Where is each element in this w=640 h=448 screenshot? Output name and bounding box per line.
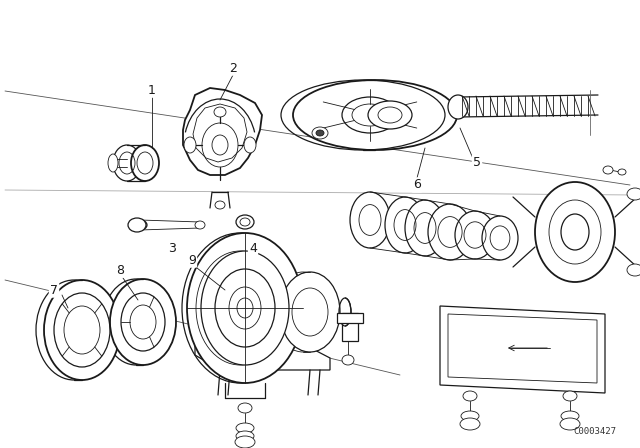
Ellipse shape xyxy=(603,166,613,174)
Text: 9: 9 xyxy=(188,254,196,267)
Text: 2: 2 xyxy=(229,61,237,74)
Ellipse shape xyxy=(463,391,477,401)
Ellipse shape xyxy=(131,145,159,181)
Text: 8: 8 xyxy=(116,263,124,276)
Ellipse shape xyxy=(244,137,256,153)
Ellipse shape xyxy=(280,272,340,352)
Ellipse shape xyxy=(195,221,205,229)
Ellipse shape xyxy=(201,251,289,365)
Ellipse shape xyxy=(184,137,196,153)
Ellipse shape xyxy=(560,418,580,430)
Text: 3: 3 xyxy=(168,241,176,254)
Text: 1: 1 xyxy=(148,83,156,96)
Ellipse shape xyxy=(563,391,577,401)
Text: 5: 5 xyxy=(473,155,481,168)
Ellipse shape xyxy=(236,431,254,441)
Ellipse shape xyxy=(312,127,328,139)
Ellipse shape xyxy=(350,192,390,248)
Text: 6: 6 xyxy=(413,178,421,191)
Ellipse shape xyxy=(187,233,303,383)
Bar xyxy=(337,313,363,323)
Ellipse shape xyxy=(214,107,226,117)
Polygon shape xyxy=(195,345,330,370)
Ellipse shape xyxy=(128,218,146,232)
Ellipse shape xyxy=(482,216,518,260)
Ellipse shape xyxy=(238,403,252,413)
Ellipse shape xyxy=(627,188,640,200)
Ellipse shape xyxy=(236,423,254,433)
Ellipse shape xyxy=(121,293,165,351)
Ellipse shape xyxy=(215,201,225,209)
Ellipse shape xyxy=(461,411,479,421)
Ellipse shape xyxy=(316,130,324,136)
Bar xyxy=(342,313,358,341)
Text: C0003427: C0003427 xyxy=(573,427,616,436)
Ellipse shape xyxy=(448,95,468,119)
Ellipse shape xyxy=(618,169,626,175)
Ellipse shape xyxy=(627,264,640,276)
Ellipse shape xyxy=(368,101,412,129)
Ellipse shape xyxy=(108,154,118,172)
Text: 7: 7 xyxy=(50,284,58,297)
Ellipse shape xyxy=(535,182,615,282)
Ellipse shape xyxy=(235,436,255,448)
Ellipse shape xyxy=(385,197,425,253)
Ellipse shape xyxy=(236,215,254,229)
Ellipse shape xyxy=(133,220,147,230)
Ellipse shape xyxy=(428,204,472,260)
Ellipse shape xyxy=(342,355,354,365)
Text: 4: 4 xyxy=(249,241,257,254)
Polygon shape xyxy=(183,88,262,175)
Ellipse shape xyxy=(54,293,110,367)
Ellipse shape xyxy=(405,200,445,256)
Ellipse shape xyxy=(455,211,495,259)
Ellipse shape xyxy=(561,411,579,421)
Ellipse shape xyxy=(110,279,176,365)
Ellipse shape xyxy=(113,145,141,181)
Polygon shape xyxy=(440,306,605,393)
Ellipse shape xyxy=(44,280,120,380)
Ellipse shape xyxy=(460,418,480,430)
Ellipse shape xyxy=(342,97,398,133)
Ellipse shape xyxy=(293,80,457,150)
